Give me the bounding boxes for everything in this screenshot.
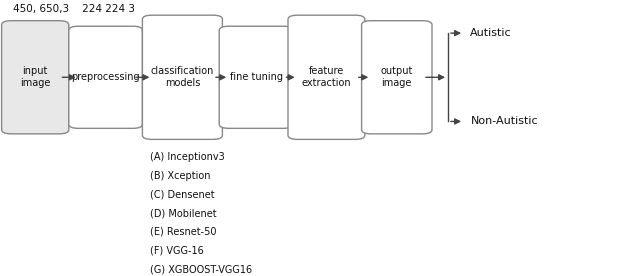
Text: (G) XGBOOST-VGG16: (G) XGBOOST-VGG16 bbox=[150, 264, 253, 274]
Text: (D) Mobilenet: (D) Mobilenet bbox=[150, 208, 217, 218]
FancyBboxPatch shape bbox=[219, 26, 293, 128]
Text: Autistic: Autistic bbox=[470, 28, 512, 38]
Text: classification
models: classification models bbox=[150, 67, 214, 88]
Text: 450, 650,3    224 224 3: 450, 650,3 224 224 3 bbox=[13, 4, 135, 14]
Text: (F) VGG-16: (F) VGG-16 bbox=[150, 246, 204, 256]
FancyBboxPatch shape bbox=[142, 15, 223, 139]
Text: (B) Xception: (B) Xception bbox=[150, 171, 211, 181]
Text: output
image: output image bbox=[381, 67, 413, 88]
FancyBboxPatch shape bbox=[69, 26, 143, 128]
Text: feature
extraction: feature extraction bbox=[301, 67, 351, 88]
FancyBboxPatch shape bbox=[288, 15, 365, 139]
Text: preprocessing: preprocessing bbox=[71, 72, 140, 82]
Text: (E) Resnet-50: (E) Resnet-50 bbox=[150, 227, 217, 237]
Text: Non-Autistic: Non-Autistic bbox=[470, 116, 538, 126]
Text: (A) Inceptionv3: (A) Inceptionv3 bbox=[150, 152, 225, 162]
Text: fine tuning: fine tuning bbox=[230, 72, 282, 82]
FancyBboxPatch shape bbox=[362, 21, 432, 134]
Text: (C) Densenet: (C) Densenet bbox=[150, 189, 215, 199]
Text: input
image: input image bbox=[20, 67, 51, 88]
FancyBboxPatch shape bbox=[2, 21, 69, 134]
